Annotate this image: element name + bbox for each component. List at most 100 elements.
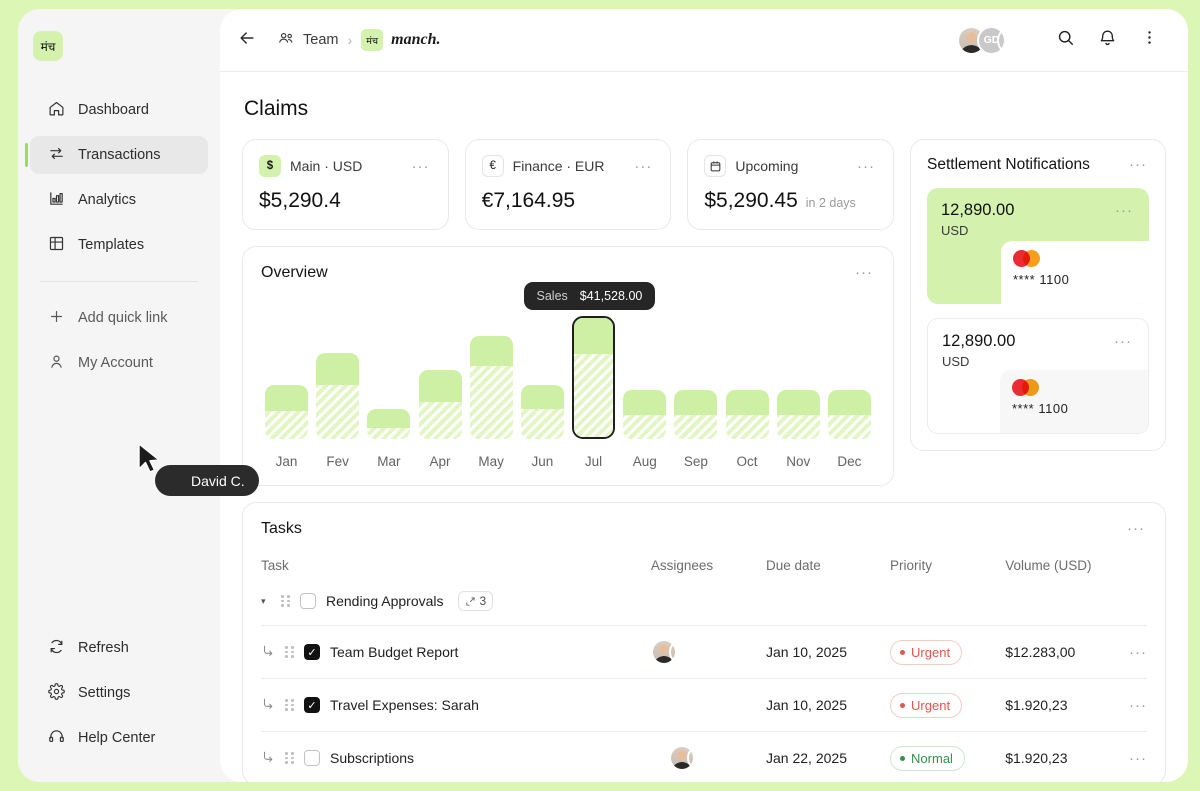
overview-menu-button[interactable]: ··· — [855, 264, 873, 281]
chart-bar-wrap[interactable] — [316, 353, 360, 439]
stat-card-menu-button[interactable]: ··· — [857, 157, 876, 175]
task-group-checkbox[interactable] — [300, 593, 316, 609]
chart-bar-solid-segment — [623, 390, 667, 415]
chart-bar-wrap[interactable] — [572, 316, 616, 439]
stat-card-finance-eur[interactable]: € Finance · EUR ··· €7,164.95 — [464, 139, 672, 230]
stat-card-main-usd[interactable]: $ Main · USD ··· $5,290.4 — [242, 139, 449, 230]
stat-card-subtext: in 2 days — [805, 196, 856, 210]
chart-bar[interactable] — [674, 390, 718, 439]
chart-bar-hatched-segment — [520, 409, 564, 439]
chart-bar[interactable] — [367, 409, 411, 439]
task-checkbox[interactable] — [304, 750, 320, 766]
status-badge[interactable]: Urgent — [890, 639, 963, 665]
sidebar-item-label: Help Center — [78, 730, 156, 746]
table-row[interactable]: Team Budget Report Jan 10, 2025 Urgent $12.… — [261, 625, 1147, 679]
volume-cell: $12.283,00 — [1005, 625, 1121, 679]
member-avatar-stack[interactable]: GD — [957, 25, 1026, 55]
drag-handle-icon[interactable] — [285, 751, 294, 765]
task-cell: Subscriptions — [261, 731, 651, 782]
task-cell: Travel Expenses: Sarah — [261, 678, 651, 732]
stat-card-menu-button[interactable]: ··· — [634, 157, 653, 175]
mastercard-logo — [1012, 379, 1039, 396]
row-menu-button[interactable]: ··· — [1129, 696, 1147, 714]
priority-label: Urgent — [911, 644, 951, 660]
drag-handle-icon[interactable] — [281, 594, 290, 608]
tasks-menu-button[interactable]: ··· — [1127, 520, 1145, 537]
table-row[interactable]: Subscriptions Jan 22, 2025 Normal $1.920,23… — [261, 731, 1147, 782]
chart-bar-solid-segment — [674, 390, 718, 415]
task-group-count-badge[interactable]: 3 — [457, 591, 494, 611]
assignee-avatar-stack[interactable] — [650, 745, 766, 771]
table-row[interactable]: Travel Expenses: Sarah Jan 10, 2025 Urgent… — [261, 678, 1147, 732]
sidebar-item-add-quick-link[interactable]: Add quick link — [30, 299, 208, 337]
more-options-button[interactable] — [1132, 23, 1166, 57]
stat-card-menu-button[interactable]: ··· — [411, 157, 430, 175]
settlement-notification-item[interactable]: 12,890.00 USD ··· **** 1100 — [927, 318, 1149, 434]
sidebar-item-templates[interactable]: Templates — [30, 226, 208, 264]
avatar — [686, 745, 713, 771]
row-menu-button[interactable]: ··· — [1129, 643, 1147, 661]
task-checkbox[interactable] — [304, 644, 320, 660]
chart-bar[interactable] — [623, 390, 667, 439]
search-button[interactable] — [1048, 23, 1082, 57]
calendar-icon — [704, 155, 727, 177]
chart-bar[interactable] — [520, 385, 564, 439]
chart-bar-wrap[interactable] — [367, 409, 411, 439]
breadcrumb-item-team[interactable]: Team — [278, 31, 338, 50]
notification-amount-block: 12,890.00 USD — [942, 332, 1015, 369]
chevron-down-icon[interactable]: ▾ — [261, 595, 266, 606]
refresh-icon — [48, 638, 65, 659]
drag-handle-icon[interactable] — [285, 698, 294, 712]
task-checkbox[interactable] — [304, 697, 320, 713]
chart-bar-wrap[interactable] — [520, 385, 564, 439]
chart-bar-wrap[interactable] — [418, 370, 462, 439]
notification-top: 12,890.00 USD ··· — [927, 188, 1149, 238]
overview-bar-chart: Sales $41,528.00 Jan Fev Mar Apr May Jun Jul Au… — [261, 282, 875, 471]
chart-bar[interactable] — [418, 370, 462, 439]
chart-bar-wrap[interactable] — [623, 390, 667, 439]
notification-amount: 12,890.00 — [942, 332, 1016, 350]
app-logo[interactable]: मंच — [33, 31, 63, 61]
sidebar-item-dashboard[interactable]: Dashboard — [30, 91, 208, 129]
tasks-title: Tasks — [261, 519, 302, 537]
status-dot-icon — [900, 755, 906, 761]
settlement-notification-item[interactable]: 12,890.00 USD ··· **** 1100 — [927, 188, 1149, 304]
chart-bar[interactable] — [469, 336, 513, 439]
chart-bar[interactable] — [827, 390, 871, 439]
chart-bar[interactable] — [265, 385, 308, 439]
status-badge[interactable]: Normal — [890, 745, 965, 771]
breadcrumb-item-workspace[interactable]: मंच manch. — [361, 29, 440, 51]
chart-bar-wrap[interactable] — [265, 385, 308, 439]
chart-bar[interactable] — [725, 390, 769, 439]
sidebar-item-transactions[interactable]: Transactions — [25, 136, 208, 174]
chart-bar-wrap[interactable] — [674, 390, 718, 439]
chart-bar[interactable] — [776, 390, 820, 439]
drag-handle-icon[interactable] — [285, 645, 294, 659]
chart-bar-solid-segment — [418, 370, 462, 402]
notification-menu-button[interactable]: ··· — [1114, 333, 1132, 350]
sidebar-item-help-center[interactable]: Help Center — [30, 719, 208, 757]
notification-card-chip: **** 1100 — [1000, 370, 1148, 433]
sidebar-item-my-account[interactable]: My Account — [30, 344, 208, 382]
stat-card-upcoming[interactable]: Upcoming ··· $5,290.45 in 2 days — [687, 139, 895, 230]
dollar-icon: $ — [259, 155, 281, 177]
sidebar-item-refresh[interactable]: Refresh — [30, 629, 208, 667]
sidebar-item-settings[interactable]: Settings — [30, 674, 208, 712]
chart-bar[interactable] — [316, 353, 360, 439]
status-badge[interactable]: Urgent — [890, 692, 963, 718]
chart-bar-selected[interactable] — [572, 316, 616, 439]
back-button[interactable] — [230, 23, 264, 57]
chart-bar-wrap[interactable] — [469, 336, 513, 439]
chart-bar-wrap[interactable] — [776, 390, 820, 439]
assignee-avatar-stack[interactable] — [650, 692, 766, 718]
assignee-avatar-stack[interactable] — [650, 639, 766, 665]
row-menu-button[interactable]: ··· — [1129, 749, 1147, 767]
chart-bar-wrap[interactable] — [827, 390, 871, 439]
chart-bar-wrap[interactable] — [725, 390, 769, 439]
sidebar-item-analytics[interactable]: Analytics — [30, 181, 208, 219]
notification-menu-button[interactable]: ··· — [1115, 202, 1133, 219]
settlement-menu-button[interactable]: ··· — [1129, 156, 1147, 173]
chart-tooltip-value: $41,528.00 — [579, 289, 643, 303]
stat-card-value: €7,164.95 — [481, 189, 576, 212]
notifications-button[interactable] — [1090, 23, 1124, 57]
